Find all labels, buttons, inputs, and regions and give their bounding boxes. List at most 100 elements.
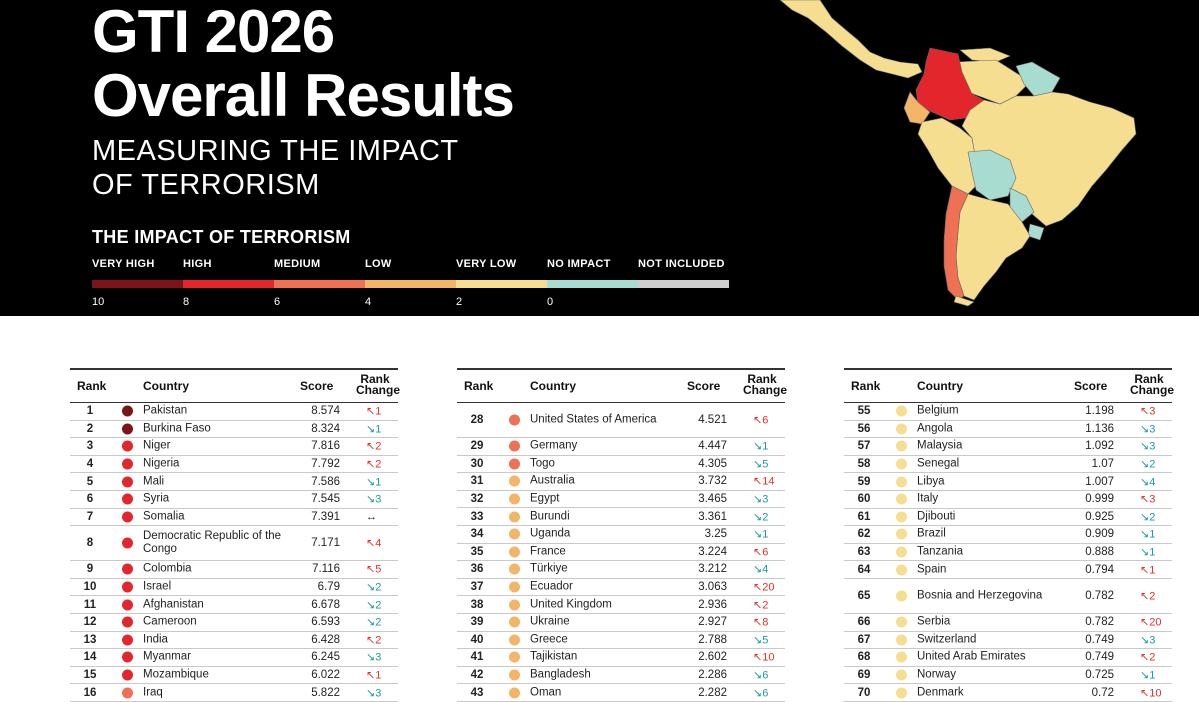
hero-banner: GTI 2026 Overall Results MEASURING THE I… xyxy=(0,0,1199,316)
rank-cell: 60 xyxy=(857,493,871,506)
score-cell: 2.286 xyxy=(698,669,727,682)
subtitle-line-2: OF TERRORISM xyxy=(92,169,320,201)
table-row: 1 Pakistan 8.574 ↖1 xyxy=(70,403,398,421)
rank-change-cell: ↖2 xyxy=(1140,590,1156,603)
rank-cell: 6 xyxy=(86,493,94,506)
country-cell: Oman xyxy=(530,686,562,699)
header-rank: Rank xyxy=(851,379,881,393)
country-cell: Djibouti xyxy=(917,510,956,523)
rank-change-cell: ↘3 xyxy=(1140,423,1156,436)
rank-cell: 59 xyxy=(857,475,871,488)
score-cell: 0.782 xyxy=(1085,616,1114,629)
score-cell: 0.749 xyxy=(1085,633,1114,646)
rank-change-cell: ↘3 xyxy=(753,493,769,506)
table-row: 67 Switzerland 0.749 ↘3 xyxy=(844,632,1172,650)
rank-change-cell: ↘1 xyxy=(753,528,769,541)
score-cell: 3.25 xyxy=(704,528,727,541)
impact-dot-icon xyxy=(509,458,520,470)
country-cell: Israel xyxy=(143,580,172,593)
impact-dot-icon xyxy=(509,599,520,611)
table-row: 57 Malaysia 1.092 ↘3 xyxy=(844,438,1172,456)
score-cell: 7.171 xyxy=(311,537,340,550)
rank-change-cell: ↖1 xyxy=(366,405,382,418)
rank-change-cell: ↘2 xyxy=(366,581,382,594)
rank-cell: 67 xyxy=(857,633,871,646)
impact-dot-icon xyxy=(509,651,520,663)
rank-cell: 69 xyxy=(857,669,871,682)
page-subtitle: MEASURING THE IMPACT OF TERRORISM xyxy=(92,134,459,202)
legend-swatch-not-included xyxy=(638,280,729,288)
score-cell: 3.224 xyxy=(698,545,727,558)
country-cell: Serbia xyxy=(917,615,951,628)
impact-dot-icon xyxy=(122,563,133,575)
rank-change-cell: ↖2 xyxy=(366,634,382,647)
rank-cell: 16 xyxy=(83,686,97,699)
rank-cell: 56 xyxy=(857,422,871,435)
map-region-chile xyxy=(943,185,969,301)
score-cell: 0.794 xyxy=(1085,563,1114,576)
rank-cell: 28 xyxy=(470,414,484,426)
impact-dot-icon xyxy=(122,405,133,417)
impact-dot-icon xyxy=(122,687,133,699)
rank-cell: 38 xyxy=(470,598,484,611)
table-row: 36 Türkiye 3.212 ↘4 xyxy=(457,561,785,579)
impact-dot-icon xyxy=(509,669,520,681)
map-region-peru xyxy=(917,117,979,195)
score-cell: 0.782 xyxy=(1085,589,1114,602)
table-row: 68 United Arab Emirates 0.749 ↖2 xyxy=(844,649,1172,667)
rank-cell: 34 xyxy=(470,528,484,541)
table-row: 29 Germany 4.447 ↘1 xyxy=(457,438,785,456)
legend-tick: 2 xyxy=(456,296,463,308)
country-cell: Niger xyxy=(143,439,171,452)
impact-dot-icon xyxy=(896,687,907,699)
rank-cell: 63 xyxy=(857,546,871,559)
rank-cell: 1 xyxy=(86,405,94,418)
rank-change-cell: ↘1 xyxy=(1140,669,1156,682)
country-cell: Somalia xyxy=(143,510,185,523)
rank-change-cell: ↘5 xyxy=(753,634,769,647)
legend-label-high: HIGH xyxy=(183,258,212,270)
rank-change-cell: ↖1 xyxy=(1140,564,1156,577)
country-cell: United Kingdom xyxy=(530,598,612,611)
table-top-rule xyxy=(70,368,398,370)
table-row: 8 Democratic Republic of the Congo 7.171 ↖4 xyxy=(70,526,398,562)
rank-change-cell: ↖1 xyxy=(366,669,382,682)
rank-change-cell: ↘3 xyxy=(366,687,382,700)
score-cell: 6.022 xyxy=(311,669,340,682)
impact-dot-icon xyxy=(509,414,520,426)
country-cell: Togo xyxy=(530,457,555,470)
impact-dot-icon xyxy=(122,581,133,593)
table-row: 64 Spain 0.794 ↖1 xyxy=(844,561,1172,579)
impact-dot-icon xyxy=(896,423,907,435)
score-cell: 3.732 xyxy=(698,475,727,488)
country-cell: Australia xyxy=(530,474,575,487)
rank-change-cell: ↘1 xyxy=(1140,546,1156,559)
table-top-rule xyxy=(457,368,785,370)
country-cell: Tanzania xyxy=(917,545,964,558)
table-row: 7 Somalia 7.391 ↔ xyxy=(70,509,398,527)
impact-dot-icon xyxy=(509,616,520,628)
rank-change-cell: ↘1 xyxy=(366,423,382,436)
table-row: 62 Brazil 0.909 ↘1 xyxy=(844,526,1172,544)
legend-tick: 8 xyxy=(183,296,190,308)
legend-tick: 4 xyxy=(365,296,372,308)
impact-dot-icon xyxy=(896,528,907,540)
header-rank-change-line-2: Change xyxy=(1130,383,1175,397)
score-cell: 7.116 xyxy=(312,563,340,576)
rank-change-cell: ↘4 xyxy=(1140,476,1156,489)
rank-cell: 10 xyxy=(83,581,97,594)
score-cell: 7.391 xyxy=(311,510,340,523)
rank-change-cell: ↘3 xyxy=(1140,440,1156,453)
map-region-guianas xyxy=(1015,61,1061,97)
rank-change-cell: ↖3 xyxy=(1140,405,1156,418)
score-cell: 6.428 xyxy=(311,633,340,646)
map-region-bolivia xyxy=(967,149,1017,201)
results-table-3: Rank Country Score Rank Change 55 Belgium 1.198… xyxy=(844,368,1175,702)
impact-dot-icon xyxy=(509,687,520,699)
country-cell: Angola xyxy=(917,422,953,435)
table-row: 65 Bosnia and Herzegovina 0.782 ↖2 xyxy=(844,579,1172,614)
table-row: 55 Belgium 1.198 ↖3 xyxy=(844,403,1172,421)
impact-dot-icon xyxy=(509,511,520,523)
score-cell: 0.999 xyxy=(1085,493,1114,506)
impact-dot-icon xyxy=(509,528,520,540)
